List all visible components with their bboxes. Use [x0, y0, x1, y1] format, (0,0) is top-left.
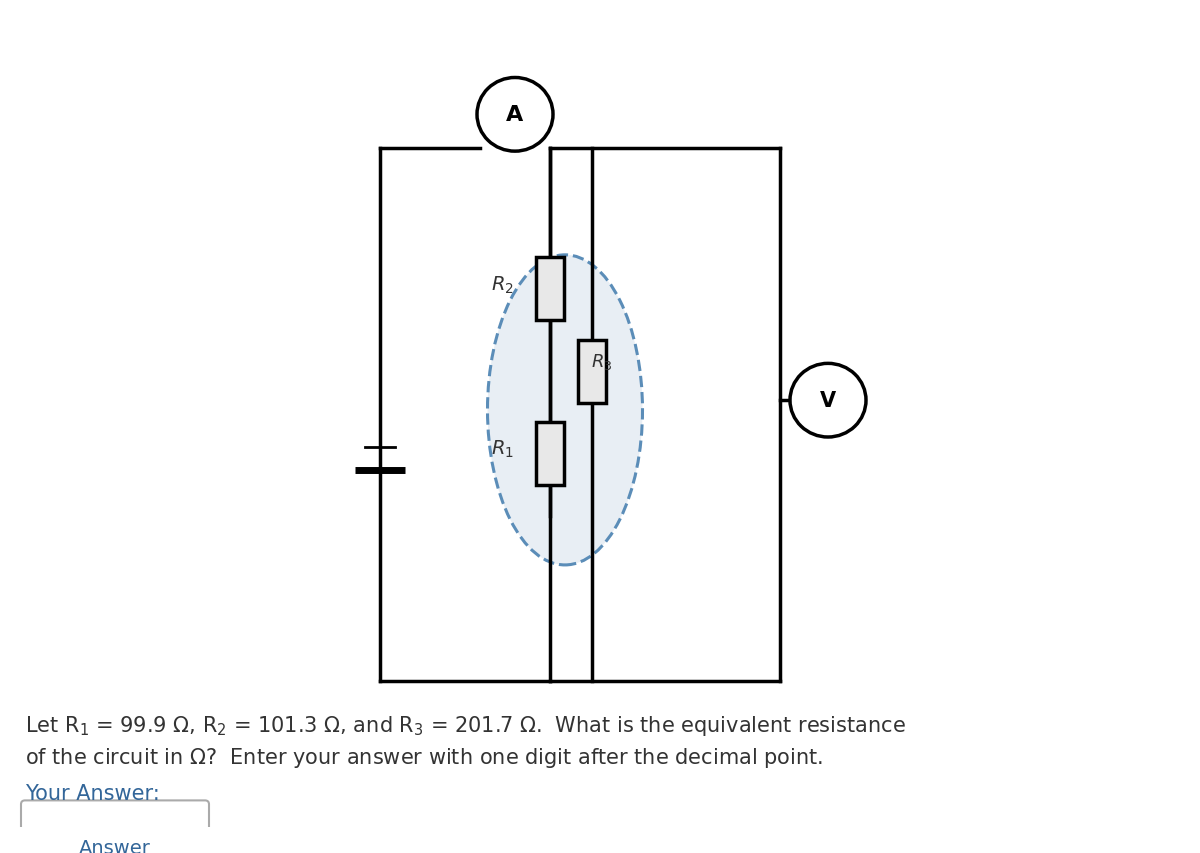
Ellipse shape	[487, 256, 642, 566]
FancyBboxPatch shape	[22, 800, 209, 835]
Text: $R_2$: $R_2$	[491, 274, 514, 295]
Text: Let R$_1$ = 99.9 $\Omega$, R$_2$ = 101.3 $\Omega$, and R$_3$ = 201.7 $\Omega$.  : Let R$_1$ = 99.9 $\Omega$, R$_2$ = 101.3…	[25, 713, 906, 737]
Text: A: A	[506, 105, 523, 125]
FancyBboxPatch shape	[578, 340, 606, 403]
Text: Answer: Answer	[79, 838, 151, 853]
FancyBboxPatch shape	[536, 258, 564, 321]
Text: Your Answer:: Your Answer:	[25, 783, 160, 803]
Circle shape	[478, 78, 553, 152]
FancyBboxPatch shape	[536, 422, 564, 485]
Text: of the circuit in $\Omega$?  Enter your answer with one digit after the decimal : of the circuit in $\Omega$? Enter your a…	[25, 745, 823, 769]
Text: V: V	[820, 391, 836, 410]
Text: $R_1$: $R_1$	[491, 438, 514, 460]
Text: $R_3$: $R_3$	[592, 352, 612, 372]
Circle shape	[790, 364, 866, 438]
